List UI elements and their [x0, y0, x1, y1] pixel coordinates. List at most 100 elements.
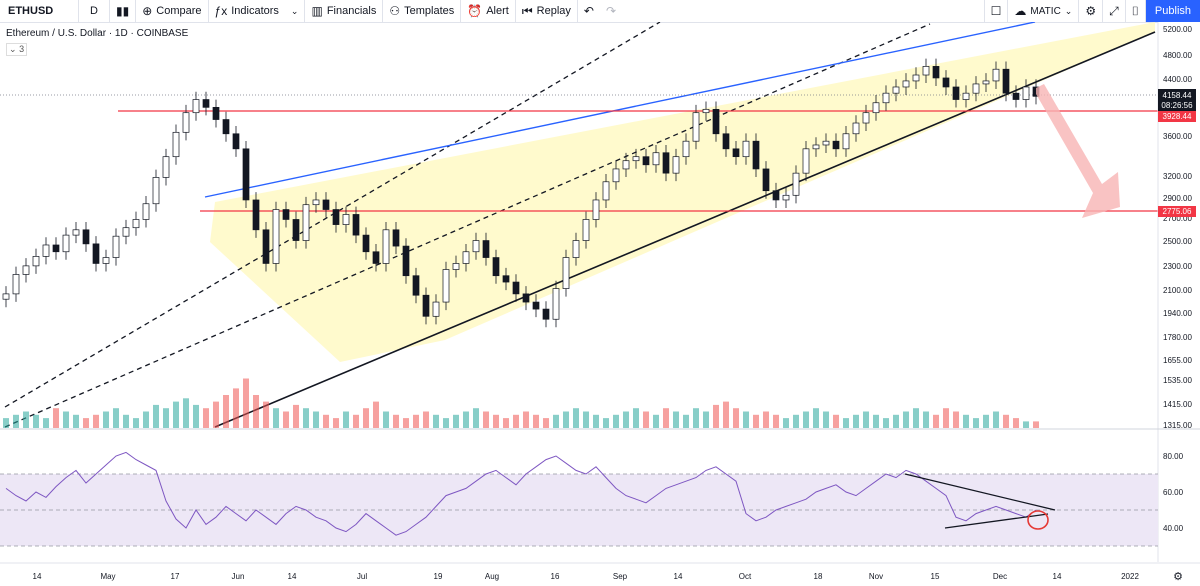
candle-body — [712, 108, 720, 135]
volume-bar — [673, 411, 679, 428]
watch-symbol-label: MATIC — [1030, 5, 1061, 17]
volume-bar — [183, 398, 189, 428]
templates-button[interactable]: ⚇ Templates — [383, 0, 462, 22]
time-tick-label: May — [100, 572, 115, 581]
price-chart[interactable]: 5200.00 4800.00 4400.00 3600.00 3200.00 2900.… — [0, 22, 1200, 586]
candle-body — [252, 199, 260, 231]
candle-body — [452, 263, 460, 270]
volume-bar — [403, 418, 409, 428]
candle-body — [512, 281, 520, 295]
volume-bar — [1013, 418, 1019, 428]
volume-bar — [433, 414, 439, 428]
candle-body — [192, 99, 200, 114]
time-axis[interactable]: 14 May 17 Jun 14 Jul 19 Aug 16 Sep 14 Oct 18 Nov 15 Dec… — [33, 572, 1140, 581]
volume-bar — [253, 395, 259, 428]
volume-bar — [763, 411, 769, 428]
rsi-tick-label: 80.00 — [1163, 452, 1184, 461]
volume-bar — [823, 411, 829, 428]
price-tick-label: 1655.00 — [1163, 356, 1192, 365]
volume-group — [3, 378, 1039, 428]
candle-body — [412, 275, 420, 296]
time-tick-label: 19 — [434, 572, 443, 581]
channel-fill — [210, 22, 1155, 362]
volume-bar — [213, 401, 219, 428]
volume-bar — [293, 404, 299, 428]
volume-bar — [193, 404, 199, 428]
interval-button[interactable]: D — [79, 0, 110, 22]
volume-bar — [743, 411, 749, 428]
dashed-channel-middle — [4, 23, 931, 428]
expand-button[interactable]: ⤢ — [1103, 0, 1126, 22]
financials-button[interactable]: ▥ Financials — [305, 0, 384, 22]
candle-body — [832, 140, 840, 150]
candle-body — [732, 148, 740, 158]
candle-body — [332, 209, 340, 225]
publish-button[interactable]: Publish — [1145, 0, 1200, 22]
candle-body — [852, 122, 860, 135]
indicators-label: Indicators — [231, 5, 279, 17]
volume-bar — [573, 408, 579, 428]
time-tick-label: 15 — [931, 572, 940, 581]
price-tick-label: 1940.00 — [1163, 309, 1192, 318]
candle-body — [222, 119, 230, 135]
time-tick-label: 16 — [551, 572, 560, 581]
replay-button[interactable]: ⏮ Replay — [516, 0, 578, 22]
volume-bar — [943, 408, 949, 428]
interval-label: D — [90, 5, 98, 17]
candle-body — [492, 257, 500, 277]
square-icon: ☐ — [990, 4, 1002, 18]
price-tick-label: 4800.00 — [1163, 51, 1192, 60]
price-tick-label: 3200.00 — [1163, 172, 1192, 181]
volume-bar — [703, 411, 709, 428]
axis-settings-icon[interactable]: ⚙ — [1173, 571, 1183, 583]
indicator-count[interactable]: ⌄ 3 — [6, 43, 28, 56]
snapshot-button[interactable]: ⌷ — [1126, 0, 1146, 22]
volume-bar — [13, 414, 19, 428]
candle-body — [212, 106, 220, 120]
candle-body — [12, 274, 20, 295]
candle-body — [262, 229, 270, 264]
volume-bar — [683, 414, 689, 428]
candle-body — [902, 80, 910, 88]
time-tick-label: 14 — [1053, 572, 1062, 581]
candle-body — [742, 140, 750, 158]
candle-body — [572, 240, 580, 258]
candle-body — [502, 275, 510, 283]
time-tick-label: 14 — [288, 572, 297, 581]
candle-body — [592, 199, 600, 220]
price-tick-label: 2700.00 — [1163, 214, 1192, 223]
compare-button[interactable]: ⊕ Compare — [136, 0, 209, 22]
indicator-count-value: 3 — [19, 44, 25, 54]
fullscreen-toggle[interactable]: ☐ — [983, 0, 1009, 22]
volume-bar — [1033, 421, 1039, 428]
volume-bar — [453, 414, 459, 428]
rsi-highlight-circle — [1027, 510, 1049, 530]
candle-body — [442, 269, 450, 303]
undo-button[interactable]: ↶ — [578, 0, 600, 22]
candle-body — [882, 92, 890, 104]
level-high-value: 3928.44 — [1163, 112, 1192, 121]
volume-bar — [443, 418, 449, 428]
volume-bar — [633, 408, 639, 428]
candle-body — [102, 257, 110, 264]
price-tick-label: 5200.00 — [1163, 25, 1192, 34]
redo-button[interactable]: ↷ — [600, 0, 622, 22]
watch-symbol[interactable]: ☁ MATIC ⌄ — [1008, 0, 1080, 22]
candle-body — [352, 214, 360, 236]
alert-button[interactable]: ⏰ Alert — [461, 0, 516, 22]
volume-bar — [963, 414, 969, 428]
volume-bar — [373, 401, 379, 428]
settings-button[interactable]: ⚙ — [1079, 0, 1104, 22]
candle-body — [642, 156, 650, 166]
volume-bar — [653, 414, 659, 428]
volume-bar — [173, 401, 179, 428]
volume-bar — [153, 404, 159, 428]
indicators-button[interactable]: ƒx Indicators ⌄ — [209, 0, 306, 22]
volume-bar — [23, 411, 29, 428]
chart-type-button[interactable]: ▮▮ — [110, 0, 137, 22]
alarm-clock-icon: ⏰ — [467, 4, 483, 18]
candle-body — [842, 133, 850, 150]
volume-bar — [803, 411, 809, 428]
volume-bar — [543, 418, 549, 428]
symbol-search[interactable]: ETHUSD — [0, 0, 79, 22]
